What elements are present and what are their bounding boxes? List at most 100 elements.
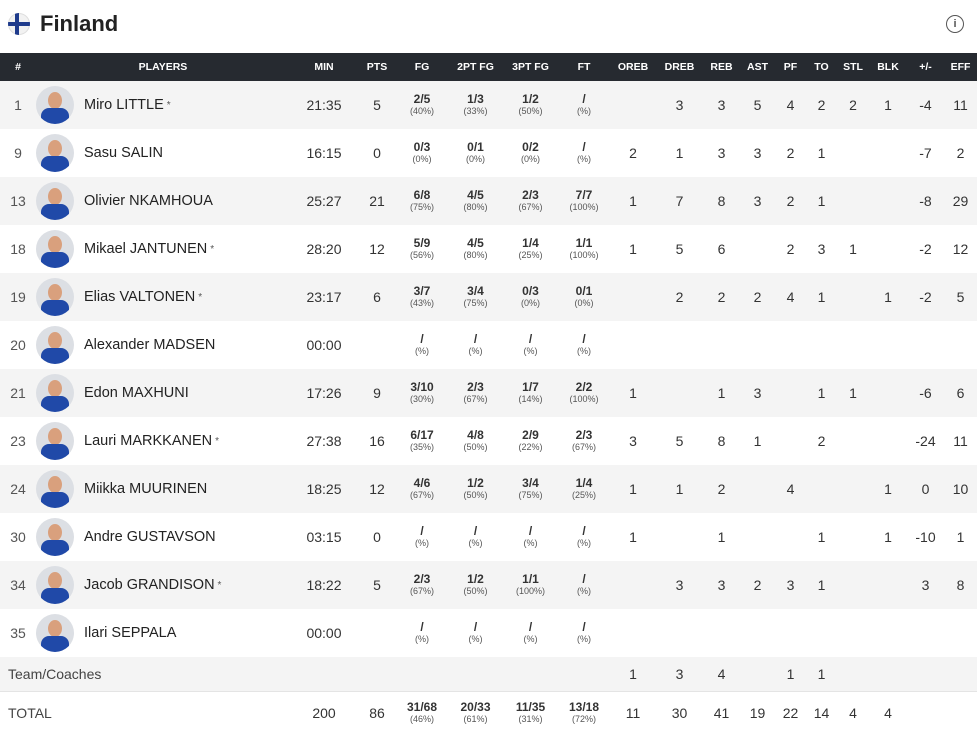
- plus-minus-cell: [907, 321, 944, 369]
- column-header[interactable]: PTS: [366, 61, 388, 73]
- player-row[interactable]: 21 Edon MAXHUNI 17:26 9 3/10 (30%) 2/3 (67%) 1/7…: [0, 369, 977, 417]
- player-row[interactable]: 1 Miro LITTLE * 21:35 5 2/5 (40%) 1/3 (33%) 1/2 (5…: [0, 81, 977, 129]
- column-header[interactable]: TO: [814, 61, 829, 73]
- info-icon[interactable]: i: [946, 15, 964, 33]
- shot-made-attempted: /: [420, 524, 424, 538]
- blk-cell: 1: [869, 273, 907, 321]
- jersey-number: 20: [10, 337, 26, 353]
- player-name-link[interactable]: Andre GUSTAVSON: [84, 529, 216, 545]
- column-header[interactable]: MIN: [314, 61, 334, 73]
- to-cell-value: 1: [817, 385, 826, 401]
- shot-made-attempted: 1/1: [522, 572, 539, 586]
- eff-cell-value: 11: [953, 97, 968, 113]
- total-label-cell: TOTAL: [0, 691, 290, 735]
- player-name-link[interactable]: Alexander MADSEN: [84, 337, 216, 353]
- column-header[interactable]: EFF: [950, 61, 971, 73]
- shot-percentage: (0%): [520, 154, 540, 164]
- oreb-cell-value: 1: [629, 665, 637, 682]
- pf-cell: 4: [775, 81, 806, 129]
- shot-made-attempted: 1/2: [467, 572, 484, 586]
- fg-cell: 31/68 (46%): [396, 691, 448, 735]
- player-name-link[interactable]: Elias VALTONEN: [84, 289, 196, 305]
- column-header[interactable]: STL: [843, 61, 863, 73]
- oreb-cell-value: 1: [629, 529, 637, 545]
- fg3-cell: / (%): [503, 609, 558, 657]
- blk-cell: [869, 177, 907, 225]
- reb-cell-value: 41: [713, 705, 730, 722]
- fg3-cell: 0/3 (0%): [503, 273, 558, 321]
- player-row[interactable]: 20 Alexander MADSEN 00:00/(%) / (%) / (%) / (%): [0, 321, 977, 369]
- shot-made-attempted: 1/4: [575, 476, 593, 490]
- shot-made-attempted: 3/7: [413, 284, 431, 298]
- dreb-cell: [656, 369, 703, 417]
- oreb-cell-value: 1: [629, 481, 637, 497]
- fg2-cell: 1/3 (33%): [448, 81, 503, 129]
- column-header[interactable]: BLK: [877, 61, 899, 73]
- team-coaches-label: Team/Coaches: [8, 665, 102, 682]
- shot-percentage: (61%): [463, 714, 488, 725]
- jersey-number-cell: 34: [0, 561, 36, 609]
- to-cell: 1: [806, 657, 837, 691]
- plus-minus-cell-value: -24: [915, 433, 936, 449]
- ast-cell: [740, 609, 775, 657]
- column-header[interactable]: 3PT FG: [512, 61, 549, 73]
- jersey-number-cell: 13: [0, 177, 36, 225]
- column-header[interactable]: AST: [747, 61, 768, 73]
- fg2-cell: 20/33 (61%): [448, 691, 503, 735]
- pts-cell-value: 0: [373, 529, 381, 545]
- player-cell: Olivier NKAMHOUA: [36, 177, 290, 225]
- player-row[interactable]: 23 Lauri MARKKANEN * 27:38 16 6/17 (35%) 4/8 (50…: [0, 417, 977, 465]
- column-header[interactable]: PLAYERS: [138, 61, 188, 73]
- pf-cell: [775, 609, 806, 657]
- player-name-link[interactable]: Mikael JANTUNEN: [84, 241, 208, 257]
- shot-percentage: (100%): [515, 586, 545, 596]
- ft-cell: / (%): [558, 129, 610, 177]
- shot-made-attempted: /: [473, 620, 478, 634]
- player-name-link[interactable]: Lauri MARKKANEN: [84, 433, 213, 449]
- player-name-link[interactable]: Ilari SEPPALA: [84, 625, 177, 641]
- dreb-cell: 3: [656, 561, 703, 609]
- player-cell: Sasu SALIN: [36, 129, 290, 177]
- player-row[interactable]: 18 Mikael JANTUNEN * 28:20 12 5/9 (56%) 4/5 (80%…: [0, 225, 977, 273]
- column-header[interactable]: 2PT FG: [457, 61, 494, 73]
- fg-cell: 5/9 (56%): [396, 225, 448, 273]
- blk-cell: [869, 225, 907, 273]
- column-header[interactable]: FT: [577, 61, 591, 73]
- player-name-link[interactable]: Miikka MUURINEN: [84, 481, 208, 497]
- player-row[interactable]: 9 Sasu SALIN 16:15 0 0/3 (0%) 0/1 (0%) 0/2 (0%) /(…: [0, 129, 977, 177]
- player-name-link[interactable]: Miro LITTLE: [84, 97, 164, 113]
- column-header[interactable]: +/-: [919, 61, 932, 73]
- to-cell: [806, 321, 837, 369]
- oreb-cell: 1: [610, 657, 656, 691]
- reb-cell: 3: [703, 561, 740, 609]
- player-row[interactable]: 24 Miikka MUURINEN 18:25 12 4/6 (67%) 1/2 (50%)…: [0, 465, 977, 513]
- column-header[interactable]: OREB: [617, 61, 649, 73]
- dreb-cell: 30: [656, 691, 703, 735]
- column-header[interactable]: PF: [783, 61, 798, 73]
- jersey-number: 1: [14, 97, 22, 113]
- player-name-link[interactable]: Edon MAXHUNI: [84, 385, 189, 401]
- oreb-cell: 3: [610, 417, 656, 465]
- player-row[interactable]: 13 Olivier NKAMHOUA 25:27 21 6/8 (75%) 4/5 (80%…: [0, 177, 977, 225]
- player-avatar: [36, 134, 74, 172]
- column-header[interactable]: REB: [710, 61, 733, 73]
- player-row[interactable]: 35 Ilari SEPPALA 00:00/(%) / (%) / (%) / (%): [0, 609, 977, 657]
- player-row[interactable]: 19 Elias VALTONEN * 23:17 6 3/7 (43%) 3/4 (75%) 0…: [0, 273, 977, 321]
- player-cell: Alexander MADSEN: [36, 321, 290, 369]
- player-row[interactable]: 34 Jacob GRANDISON * 18:22 5 2/3 (67%) 1/2 (50%)…: [0, 561, 977, 609]
- player-row[interactable]: 30 Andre GUSTAVSON 03:15 0/(%) / (%) / (%) / (%) 1…: [0, 513, 977, 561]
- shot-percentage: (46%): [409, 714, 434, 725]
- column-header[interactable]: FG: [414, 61, 430, 73]
- column-header[interactable]: #: [15, 61, 21, 73]
- dreb-cell: 1: [656, 129, 703, 177]
- fg2-cell: / (%): [448, 609, 503, 657]
- player-name-link[interactable]: Jacob GRANDISON: [84, 577, 215, 593]
- team-coaches-row: Team/Coaches 1 3 4 1 1: [0, 657, 977, 691]
- player-name-link[interactable]: Olivier NKAMHOUA: [84, 193, 213, 209]
- eff-cell: 2: [944, 129, 977, 177]
- column-header[interactable]: DREB: [664, 61, 695, 73]
- player-name-link[interactable]: Sasu SALIN: [84, 145, 163, 161]
- reb-cell: 3: [703, 81, 740, 129]
- reb-cell-value: 2: [717, 289, 726, 305]
- shot-made-attempted: 1/7: [522, 380, 539, 394]
